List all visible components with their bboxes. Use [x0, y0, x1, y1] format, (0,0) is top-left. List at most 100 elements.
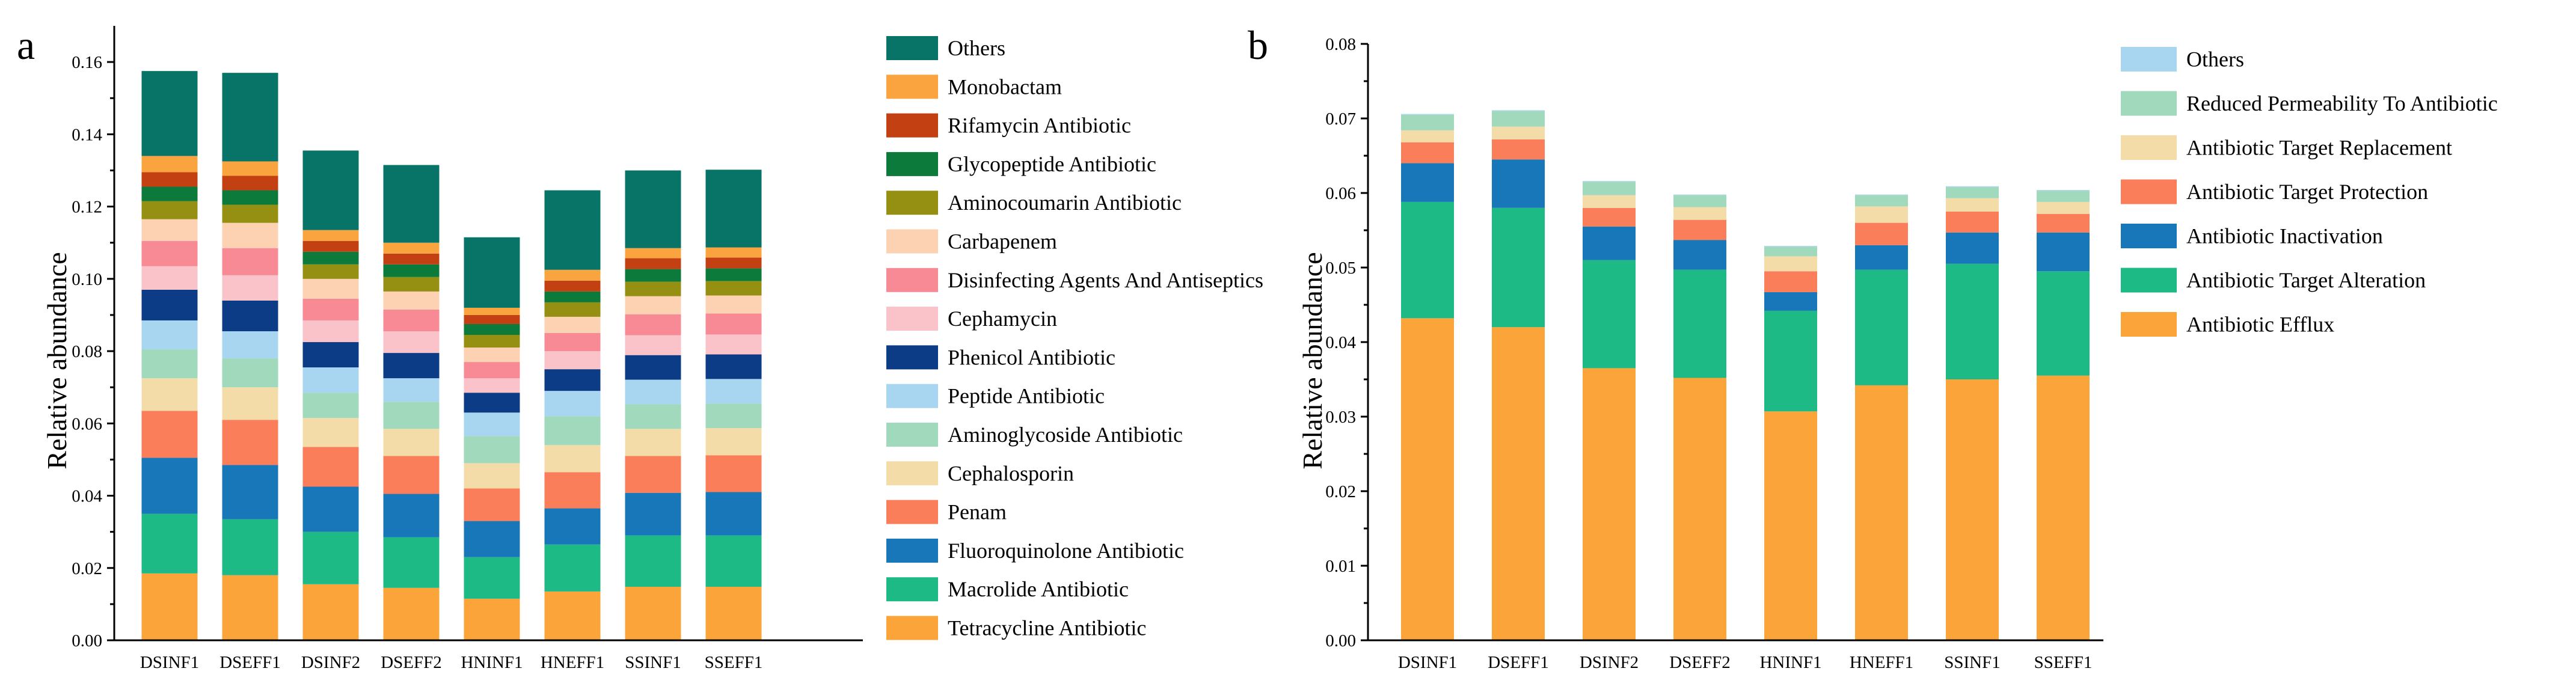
panel-a-bar-HNINF1-series-13 [464, 314, 520, 324]
panel-b-bar-HNEFF1-series-4 [1855, 206, 1908, 223]
panel-a-bar-SSINF1-series-12 [625, 269, 681, 282]
panel-b-bar-SSEFF1-series-2 [2037, 232, 2090, 272]
panel-a-legend-label: Rifamycin Antibiotic [948, 114, 1131, 138]
panel-a-x-tick-label: SSINF1 [625, 653, 681, 672]
panel-b-x-tick-label: DSEFF2 [1669, 653, 1731, 672]
panel-a-bar-DSEFF2-series-5 [383, 402, 440, 429]
panel-b-y-tick-label: 0.08 [1325, 35, 1356, 54]
panel-a-legend-label: Others [948, 36, 1005, 60]
panel-a-bar-HNINF1-series-2 [464, 521, 520, 557]
panel-a-bar-SSINF1-series-7 [625, 355, 681, 380]
panel-b-bar-SSEFF1-series-6 [2037, 190, 2090, 191]
panel-a-bar-SSEFF1-series-13 [705, 257, 762, 269]
panel-a-bar-DSEFF2-series-15 [383, 165, 440, 243]
panel-a-bar-SSINF1-series-3 [625, 456, 681, 493]
panel-a-bar-DSEFF2-series-0 [383, 587, 440, 640]
panel-b-bar-HNEFF1-series-5 [1855, 195, 1908, 207]
panel-a-bar-HNEFF1-series-10 [544, 316, 601, 333]
panel-a-legend-label: Cephalosporin [948, 461, 1074, 485]
panel-a-bar-SSINF1-series-13 [625, 258, 681, 269]
panel-a-bar-DSEFF2-series-4 [383, 429, 440, 456]
panel-b-legend-label: Antibiotic Target Replacement [2186, 136, 2452, 160]
panel-a-bar-DSEFF1-series-15 [222, 73, 278, 162]
panel-b-bar-DSINF2-series-2 [1583, 226, 1636, 260]
panel-a-bar-DSINF1-series-3 [141, 411, 198, 458]
panel-b-bar-HNEFF1-series-0 [1855, 385, 1908, 640]
panel-a-bar-DSEFF1-series-5 [222, 358, 278, 388]
panel-a-bar-HNINF1-series-9 [464, 362, 520, 379]
panel-a-bar-DSEFF2-series-2 [383, 494, 440, 537]
panel-b-legend-label: Antibiotic Target Alteration [2186, 268, 2426, 292]
panel-b-chart: b Relative abundance DSINF1 DSEFF1 DSINF2 D… [1248, 22, 2498, 672]
panel-a-bar-DSINF2-series-1 [302, 531, 359, 584]
panel-a-bar-SSINF1-series-1 [625, 535, 681, 587]
panel-b-bar-DSINF2-series-6 [1583, 181, 1636, 182]
panel-b-bar-DSEFF1-series-2 [1492, 159, 1545, 208]
panel-a-y-tick-label: 0.06 [72, 414, 102, 433]
panel-b-legend-swatch [2121, 47, 2177, 72]
panel-a-x-tick-label: HNINF1 [461, 653, 523, 672]
panel-a-y-tick-label: 0.08 [72, 342, 102, 361]
panel-b-bar-DSEFF1-series-5 [1492, 111, 1545, 127]
panel-b-bar-DSINF1-series-6 [1401, 114, 1454, 115]
panel-a-legend-swatch [886, 36, 938, 60]
panel-a-bar-DSINF1-series-15 [141, 71, 198, 156]
panel-a-bar-SSEFF1-series-0 [705, 587, 762, 640]
panel-a-x-tick-label: DSEFF2 [381, 653, 442, 672]
panel-a-legend-label: Tetracycline Antibiotic [948, 616, 1146, 640]
panel-b-bar-SSEFF1-series-4 [2037, 201, 2090, 214]
panel-a-legend-label: Disinfecting Agents And Antiseptics [948, 268, 1263, 292]
panel-a-bar-DSEFF1-series-8 [222, 275, 278, 301]
panel-a-legend-swatch [886, 345, 938, 370]
panel-b-bar-DSINF2-series-5 [1583, 182, 1636, 195]
panel-a-y-tick-label: 0.10 [72, 270, 102, 289]
panel-a-y-tick-label: 0.02 [72, 559, 102, 578]
panel-a-bar-SSINF1-series-9 [625, 314, 681, 335]
panel-b-bar-HNEFF1-series-6 [1855, 194, 1908, 195]
panel-a-legend-label: Fluoroquinolone Antibiotic [948, 539, 1184, 563]
panel-a-bar-HNINF1-series-6 [464, 412, 520, 436]
panel-a-legend: Others Monobactam Rifamycin Antibiotic Glyc… [886, 36, 1263, 640]
panel-a-bar-SSINF1-series-14 [625, 248, 681, 259]
panel-a-bar-HNINF1-series-8 [464, 378, 520, 393]
panel-a-bar-HNINF1-series-12 [464, 323, 520, 335]
panel-a-bar-DSINF1-series-2 [141, 458, 198, 514]
panel-a-bar-HNINF1-series-15 [464, 237, 520, 308]
panel-a-plot-area: DSINF1 DSEFF1 DSINF2 DSEFF2 HNINF1 HNEFF1 SSIN… [72, 26, 863, 672]
panel-a-bar-DSINF1-series-8 [141, 266, 198, 290]
panel-b-y-tick-label: 0.01 [1325, 557, 1356, 576]
panel-b-bar-DSEFF2-series-0 [1673, 378, 1726, 640]
panel-a-bar-DSEFF2-series-12 [383, 264, 440, 277]
panel-a-bar-SSINF1-series-0 [625, 587, 681, 640]
panel-b-bar-DSEFF1-series-1 [1492, 207, 1545, 328]
panel-b-bar-SSEFF1-series-5 [2037, 191, 2090, 202]
panel-a-bar-DSINF1-series-6 [141, 320, 198, 350]
panel-a-y-tick-label: 0.00 [72, 631, 102, 651]
panel-a-bar-DSEFF2-series-14 [383, 242, 440, 254]
panel-b-y-tick-label: 0.00 [1325, 631, 1356, 651]
panel-b-bar-SSEFF1-series-3 [2037, 213, 2090, 233]
panel-a-legend-label: Carbapenem [948, 230, 1057, 254]
panel-a-bar-DSEFF1-series-12 [222, 190, 278, 205]
panel-a-bar-DSINF1-series-14 [141, 156, 198, 173]
panel-a-bar-DSINF2-series-5 [302, 393, 359, 418]
panel-a-bar-SSINF1-series-4 [625, 429, 681, 456]
panel-b-legend-swatch [2121, 91, 2177, 116]
panel-a-legend-swatch [886, 307, 938, 331]
panel-a-bar-HNINF1-series-0 [464, 598, 520, 640]
panel-a-bar-HNEFF1-series-12 [544, 291, 601, 302]
panel-a-legend-label: Cephamycin [948, 307, 1057, 331]
panel-a-x-tick-label: DSINF2 [301, 653, 360, 672]
panel-b-bar-DSINF1-series-4 [1401, 130, 1454, 142]
panel-b-bar-HNEFF1-series-2 [1855, 245, 1908, 270]
panel-a-x-tick-label: HNEFF1 [541, 653, 604, 672]
panel-b-bar-DSINF2-series-3 [1583, 207, 1636, 227]
panel-a-bar-DSEFF1-series-3 [222, 420, 278, 465]
panel-a-bar-DSINF1-series-12 [141, 186, 198, 201]
panel-b-legend-label: Antibiotic Efflux [2186, 313, 2334, 337]
panel-a-bar-DSEFF2-series-11 [383, 277, 440, 292]
panel-b-legend-swatch [2121, 312, 2177, 337]
panel-b-bar-HNEFF1-series-1 [1855, 269, 1908, 385]
panel-b-bar-DSINF1-series-1 [1401, 201, 1454, 319]
